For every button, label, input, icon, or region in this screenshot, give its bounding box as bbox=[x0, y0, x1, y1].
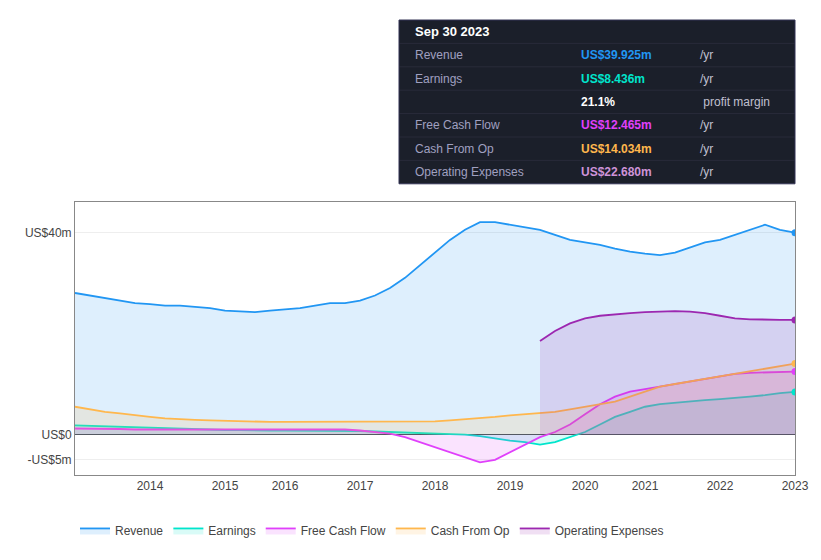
svg-text:Revenue: Revenue bbox=[115, 524, 163, 538]
svg-text:21.1%: 21.1% bbox=[581, 95, 615, 109]
svg-text:2019: 2019 bbox=[497, 479, 524, 493]
svg-text:US$22.680m: US$22.680m bbox=[581, 165, 652, 179]
svg-text:US$12.465m: US$12.465m bbox=[581, 118, 652, 132]
svg-text:Earnings: Earnings bbox=[208, 524, 255, 538]
svg-text:Revenue: Revenue bbox=[415, 48, 463, 62]
svg-text:Cash From Op: Cash From Op bbox=[415, 142, 494, 156]
svg-text:Operating Expenses: Operating Expenses bbox=[415, 165, 524, 179]
svg-text:/yr: /yr bbox=[700, 72, 713, 86]
svg-text:/yr: /yr bbox=[700, 118, 713, 132]
svg-text:US$39.925m: US$39.925m bbox=[581, 48, 652, 62]
svg-text:Free Cash Flow: Free Cash Flow bbox=[415, 118, 500, 132]
svg-text:/yr: /yr bbox=[700, 48, 713, 62]
svg-text:2021: 2021 bbox=[632, 479, 659, 493]
svg-text:2016: 2016 bbox=[272, 479, 299, 493]
svg-text:Operating Expenses: Operating Expenses bbox=[555, 524, 664, 538]
svg-text:2017: 2017 bbox=[347, 479, 374, 493]
svg-text:-US$5m: -US$5m bbox=[28, 453, 72, 467]
svg-text:Earnings: Earnings bbox=[415, 72, 462, 86]
svg-text:Cash From Op: Cash From Op bbox=[431, 524, 510, 538]
svg-text:US$14.034m: US$14.034m bbox=[581, 142, 652, 156]
svg-text:US$40m: US$40m bbox=[25, 226, 72, 240]
svg-text:2020: 2020 bbox=[572, 479, 599, 493]
svg-text:2018: 2018 bbox=[422, 479, 449, 493]
svg-text:/yr: /yr bbox=[700, 142, 713, 156]
svg-text:Free Cash Flow: Free Cash Flow bbox=[301, 524, 386, 538]
svg-text:/yr: /yr bbox=[700, 165, 713, 179]
svg-text:profit margin: profit margin bbox=[700, 95, 770, 109]
svg-text:2023: 2023 bbox=[782, 479, 809, 493]
svg-text:US$0: US$0 bbox=[42, 428, 72, 442]
svg-text:Sep 30 2023: Sep 30 2023 bbox=[415, 24, 489, 39]
svg-text:US$8.436m: US$8.436m bbox=[581, 72, 645, 86]
svg-text:2022: 2022 bbox=[707, 479, 734, 493]
svg-text:2015: 2015 bbox=[212, 479, 239, 493]
svg-text:2014: 2014 bbox=[137, 479, 164, 493]
